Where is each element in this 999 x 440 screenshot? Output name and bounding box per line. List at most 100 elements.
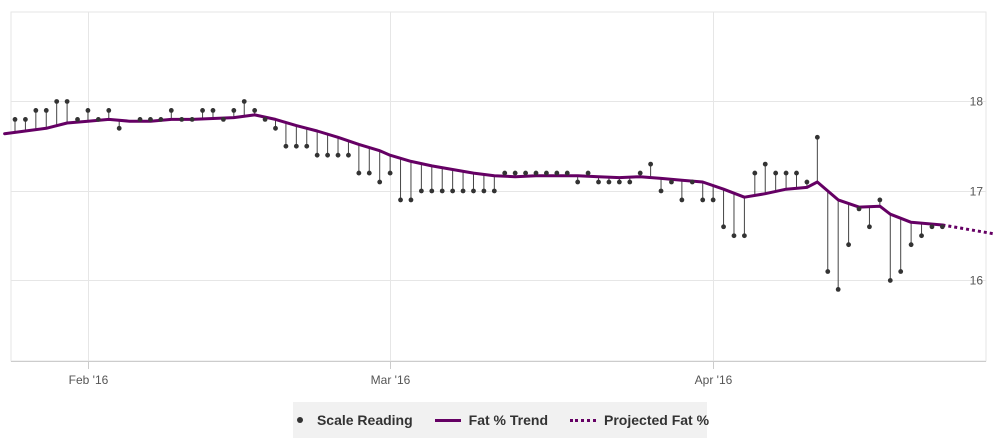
reading-point — [85, 108, 91, 113]
reading-point — [64, 99, 70, 104]
trend-layer — [3, 113, 995, 236]
reading-point — [106, 108, 112, 113]
reading-point — [116, 125, 122, 131]
reading-point — [356, 170, 362, 176]
trend-line — [3, 113, 944, 227]
chart: 16 17 18 Feb '16 Mar '16 Apr '16 — [3, 11, 995, 388]
reading-point — [867, 224, 872, 230]
reading-point — [33, 108, 39, 113]
reading-point — [377, 179, 383, 185]
reading-point — [23, 116, 28, 122]
reading-point — [523, 170, 528, 176]
reading-point — [273, 125, 278, 131]
reading-point — [429, 188, 435, 194]
reading-point — [387, 170, 393, 176]
legend-projected-label: Projected Fat % — [604, 412, 710, 428]
legend-item-reading[interactable]: Scale Reading — [291, 412, 413, 428]
reading-point — [491, 188, 497, 194]
reading-point — [783, 170, 789, 176]
reading-point — [814, 134, 820, 140]
reading-point — [366, 170, 372, 176]
reading-stems — [14, 101, 943, 290]
reading-point — [898, 269, 904, 274]
reading-point — [283, 143, 289, 149]
reading-point — [137, 116, 143, 122]
reading-point — [908, 242, 914, 248]
reading-point — [627, 179, 633, 185]
reading-point — [679, 197, 685, 203]
y-tick-label: 16 — [970, 274, 984, 288]
reading-point — [314, 152, 320, 158]
reading-point — [418, 188, 424, 194]
reading-point — [658, 188, 664, 194]
reading-point — [762, 161, 768, 167]
x-tick-label: Feb '16 — [69, 373, 109, 387]
reading-point — [939, 224, 945, 230]
legend-trend-label: Fat % Trend — [468, 412, 549, 428]
reading-point — [919, 233, 924, 239]
legend-item-trend[interactable]: Fat % Trend — [434, 412, 549, 428]
reading-point — [221, 116, 226, 122]
reading-point — [731, 233, 737, 239]
reading-point — [408, 197, 414, 203]
reading-point — [148, 116, 153, 122]
reading-point — [846, 242, 851, 248]
y-tick-label: 18 — [970, 95, 984, 109]
reading-point — [75, 116, 80, 122]
reading-point — [95, 116, 101, 122]
reading-point — [877, 197, 883, 203]
reading-point — [648, 161, 654, 167]
reading-point — [742, 233, 747, 239]
reading-point — [335, 152, 341, 158]
reading-point — [460, 188, 466, 194]
reading-point — [616, 179, 622, 185]
reading-point — [533, 170, 539, 176]
reading-point — [481, 188, 487, 194]
reading-point — [575, 179, 581, 185]
legend-reading-label: Scale Reading — [316, 412, 413, 428]
reading-point — [637, 170, 643, 176]
reading-dot-icon — [296, 417, 303, 423]
reading-point — [189, 116, 195, 122]
projected-line — [942, 223, 995, 236]
reading-point — [158, 116, 164, 122]
reading-point — [585, 170, 591, 176]
reading-point — [200, 108, 205, 113]
reading-point — [752, 170, 758, 176]
reading-point — [689, 179, 695, 185]
plot-frame — [10, 11, 987, 362]
reading-point — [596, 179, 601, 185]
reading-point — [450, 188, 456, 194]
x-tick-label: Apr '16 — [695, 373, 733, 387]
reading-point — [252, 108, 258, 113]
reading-point — [887, 278, 893, 283]
reading-point — [439, 188, 445, 194]
reading-points — [12, 99, 945, 292]
projected-line-icon — [570, 418, 597, 422]
reading-point — [835, 287, 841, 292]
reading-point — [773, 170, 779, 176]
reading-point — [804, 179, 810, 185]
reading-point — [293, 143, 299, 149]
reading-point — [168, 108, 174, 113]
reading-point — [241, 99, 247, 104]
grid — [10, 11, 987, 369]
reading-point — [825, 269, 831, 274]
reading-point — [304, 143, 310, 149]
reading-point — [512, 170, 518, 176]
tick-labels: 16 17 18 Feb '16 Mar '16 Apr '16 — [69, 95, 984, 388]
reading-point — [346, 152, 351, 158]
reading-point — [179, 116, 185, 122]
reading-point — [544, 170, 549, 176]
reading-point — [856, 206, 862, 212]
legend-item-projected[interactable]: Projected Fat % — [570, 412, 709, 428]
reading-point — [606, 179, 612, 185]
trend-line-icon — [434, 418, 461, 422]
reading-point — [325, 152, 330, 158]
x-tick-label: Mar '16 — [371, 373, 411, 387]
reading-point — [210, 108, 216, 113]
y-tick-label: 17 — [970, 185, 984, 199]
reading-point — [564, 170, 570, 176]
reading-point — [398, 197, 403, 203]
reading-point — [794, 170, 799, 176]
